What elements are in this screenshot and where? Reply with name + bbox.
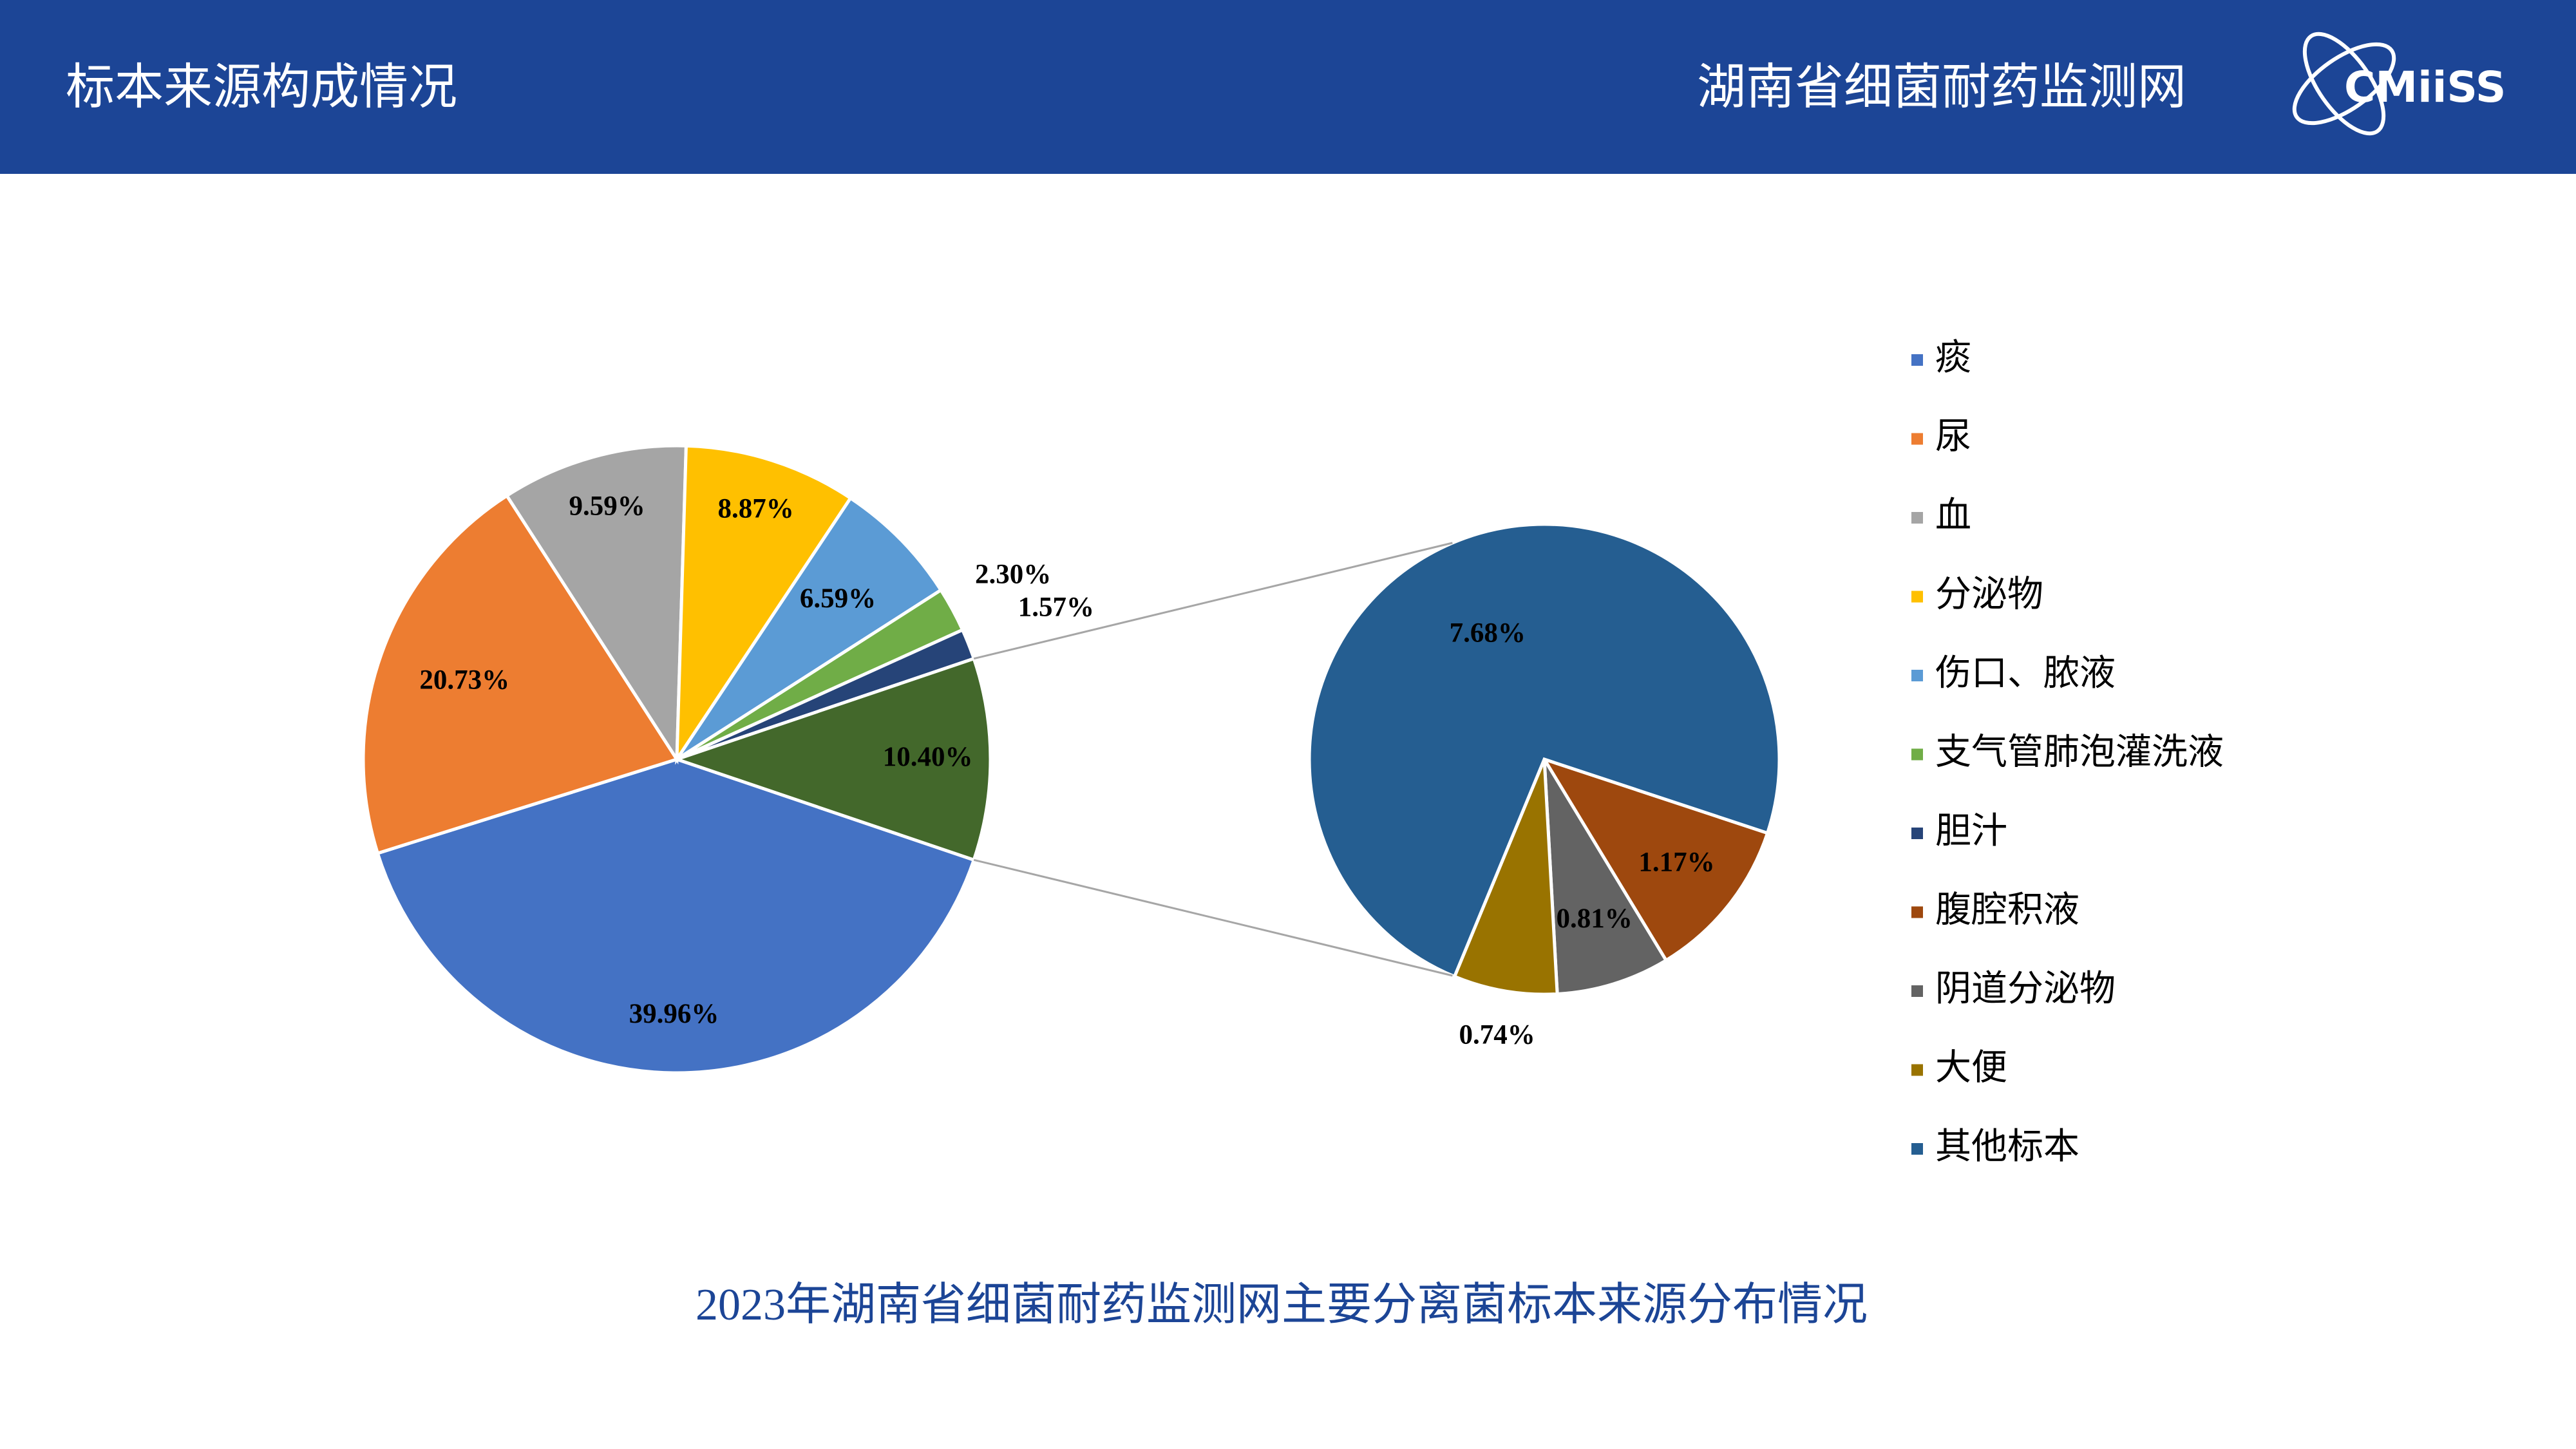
logo-orbit [2292, 42, 2396, 126]
connector-line [973, 858, 1453, 977]
legend-marker [1911, 828, 1923, 839]
legend-label: 痰 [1935, 337, 1971, 379]
legend-label: 阴道分泌物 [1935, 968, 2116, 1010]
legend-marker [1911, 985, 1923, 997]
legend-label: 胆汁 [1935, 810, 2007, 852]
logo-orbit [2302, 32, 2386, 136]
data-label: 8.87% [718, 494, 794, 524]
legend-label: 大便 [1935, 1047, 2007, 1089]
header-bar [0, 0, 2576, 174]
pie-slice [361, 493, 679, 856]
header-organization: 湖南省细菌耐药监测网 [1697, 58, 2186, 115]
logo-text: CMiiSS [2344, 62, 2506, 112]
legend-marker [1911, 354, 1923, 366]
pie-slice [672, 656, 992, 862]
legend-marker [1911, 433, 1923, 445]
legend-marker [1911, 1064, 1923, 1076]
header-title: 标本来源构成情况 [66, 58, 457, 115]
legend-label: 其他标本 [1935, 1126, 2079, 1168]
legend-marker [1911, 1143, 1923, 1155]
data-label: 9.59% [569, 491, 645, 521]
pie-slice [375, 757, 976, 1075]
logo: CMiiSS [2292, 32, 2506, 136]
pie-slice [1542, 758, 1669, 996]
legend-marker [1911, 670, 1923, 681]
legend-label: 伤口、脓液 [1935, 652, 2116, 694]
pie-slice [504, 444, 688, 765]
legend-label: 腹腔积液 [1935, 889, 2079, 931]
data-label: 1.57% [1018, 592, 1094, 622]
pie-slice [675, 444, 853, 765]
legend-marker [1911, 748, 1923, 761]
legend-label: 尿 [1935, 416, 1971, 458]
legend-marker [1911, 906, 1923, 918]
data-label: 7.68% [1450, 618, 1526, 648]
pie-slice [1307, 522, 1781, 979]
legend-marker [1911, 591, 1923, 603]
pie-slice [1452, 759, 1559, 996]
data-label: 39.96% [629, 999, 719, 1029]
data-label: 6.59% [800, 583, 876, 614]
pie-slice [1540, 756, 1770, 963]
data-label: 2.30% [975, 559, 1051, 589]
pie-slice [675, 496, 943, 761]
data-label: 20.73% [419, 665, 509, 696]
data-label: 10.40% [883, 742, 973, 772]
legend-label: 分泌物 [1935, 574, 2043, 616]
legend-label: 血 [1935, 495, 1971, 536]
data-label: 0.74% [1459, 1020, 1535, 1050]
data-label: 0.81% [1557, 904, 1633, 934]
connector-line [973, 542, 1453, 660]
legend-marker [1911, 512, 1923, 524]
legend-label: 支气管肺泡灌洗液 [1935, 732, 2224, 773]
data-label: 1.17% [1638, 848, 1714, 878]
chart-title: 2023年湖南省细菌耐药监测网主要分离菌标本来源分布情况 [696, 1280, 1868, 1330]
